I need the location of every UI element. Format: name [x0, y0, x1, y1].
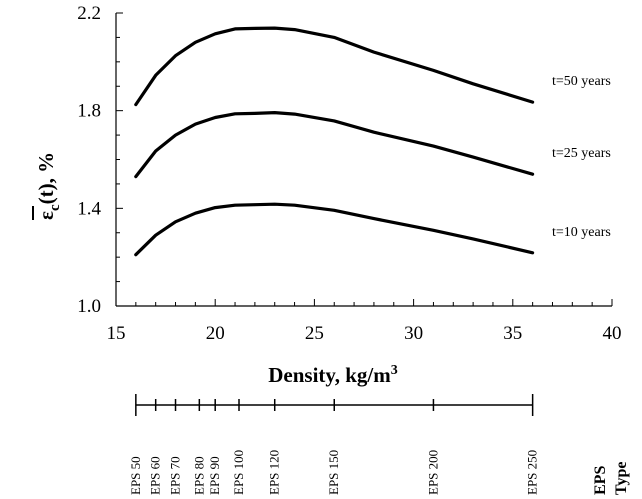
y-tick-label: 1.4: [77, 198, 101, 219]
eps-type-label: EPS 250: [525, 450, 540, 495]
x-tick-label: 20: [206, 323, 225, 344]
series-label: t=10 years: [552, 225, 611, 240]
y-tick-label: 1.0: [77, 296, 101, 317]
x-tick-label: 35: [503, 323, 522, 344]
y-axis-title-symbol: ε: [34, 211, 58, 220]
eps-type-label: EPS 50: [128, 456, 143, 495]
axes: 15 20 25 30 35 40 1.0 1.4 1.8 2.2: [77, 3, 621, 344]
eps-type-label: EPS 120: [267, 450, 282, 495]
eps-type-label: EPS 70: [168, 456, 183, 495]
eps-type-label: EPS 100: [231, 450, 246, 495]
eps-type-label: EPS 200: [425, 450, 440, 495]
y-axis-title-rest: (t), %: [34, 152, 58, 204]
series-line: [134, 26, 535, 107]
series-label: t=25 years: [552, 146, 611, 161]
x-axis-title-text: Density, kg/m: [268, 363, 391, 387]
x-tick-label: 40: [603, 323, 622, 344]
eps-type-title: EPS Type: [592, 462, 630, 495]
y-axis-title-text: εc(t), %: [34, 152, 63, 220]
x-axis-title: Density, kg/m3: [268, 363, 398, 387]
series-line: [134, 202, 535, 257]
series-labels: t=50 years t=25 years t=10 years: [552, 74, 611, 240]
eps-type-labels: EPS 50 EPS 60 EPS 70 EPS 80 EPS 90 EPS 100 EPS…: [128, 450, 540, 495]
eps-type-label: EPS 150: [326, 450, 341, 495]
series-lines: [134, 26, 535, 257]
eps-type-title-line1: EPS: [592, 466, 609, 495]
eps-type-title-line2: Type: [613, 462, 630, 495]
x-tick-label: 30: [404, 323, 423, 344]
eps-type-label: EPS 60: [148, 456, 163, 495]
eps-type-scale: [135, 394, 534, 416]
x-axis-title-superscript: 3: [391, 363, 398, 378]
y-tick-label: 1.8: [77, 101, 101, 122]
y-tick-label: 2.2: [77, 3, 101, 24]
y-axis-title: εc(t), %: [32, 152, 63, 220]
y-axis-title-subscript: c: [47, 204, 63, 211]
series-label: t=50 years: [552, 74, 611, 89]
eps-type-label: EPS 80: [191, 456, 206, 495]
series-line: [134, 110, 535, 179]
x-tick-label: 25: [305, 323, 324, 344]
x-tick-label: 15: [107, 323, 126, 344]
eps-type-label: EPS 90: [207, 456, 222, 495]
